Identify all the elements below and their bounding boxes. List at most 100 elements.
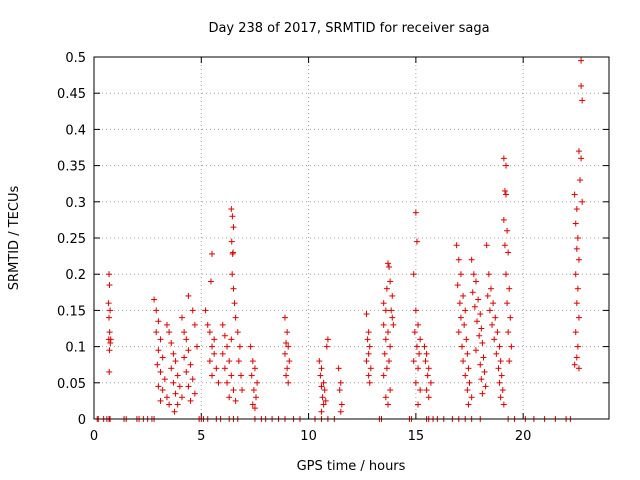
data-point	[228, 336, 235, 343]
data-point	[215, 379, 222, 386]
data-point	[254, 379, 261, 386]
data-point	[187, 397, 194, 404]
data-point	[213, 365, 220, 372]
data-point	[465, 365, 472, 372]
data-point	[365, 350, 372, 357]
data-point	[506, 358, 513, 365]
data-point	[172, 358, 179, 365]
data-point	[573, 354, 580, 361]
data-point	[423, 350, 430, 357]
data-point	[389, 314, 396, 321]
data-point	[579, 97, 586, 104]
data-point	[501, 187, 508, 194]
data-point	[319, 394, 326, 401]
data-point	[424, 372, 431, 379]
data-point	[153, 307, 160, 314]
data-point	[508, 343, 515, 350]
data-point	[285, 343, 292, 350]
data-point	[191, 390, 198, 397]
data-point	[155, 318, 162, 325]
x-tick-label: 0	[90, 429, 98, 444]
x-tick-label: 15	[408, 429, 425, 444]
data-point	[183, 336, 190, 343]
chart-title: Day 238 of 2017, SRMTID for receiver sag…	[208, 21, 489, 36]
data-point	[211, 350, 218, 357]
data-point	[211, 336, 218, 343]
data-point	[232, 397, 239, 404]
data-point	[384, 401, 391, 408]
data-point	[459, 343, 466, 350]
data-point	[249, 401, 256, 408]
data-point	[412, 379, 419, 386]
data-point	[457, 271, 464, 278]
data-point	[248, 372, 255, 379]
data-point	[174, 401, 181, 408]
data-point	[572, 329, 579, 336]
data-point	[573, 245, 580, 252]
y-tick-label: 0.5	[65, 51, 86, 66]
data-point	[168, 365, 175, 372]
data-point	[382, 394, 389, 401]
data-point	[324, 336, 331, 343]
data-point	[228, 206, 235, 213]
data-point	[318, 383, 325, 390]
data-point	[503, 271, 509, 278]
data-point	[382, 336, 389, 343]
data-point	[412, 209, 419, 216]
data-point	[166, 401, 173, 408]
y-tick-label: 0.35	[57, 160, 86, 175]
data-point	[230, 387, 237, 394]
data-point	[281, 350, 288, 357]
data-point	[574, 235, 581, 241]
data-point	[107, 307, 114, 314]
data-point	[365, 372, 372, 379]
data-point	[284, 329, 291, 336]
data-point	[575, 365, 582, 372]
data-point	[470, 271, 477, 278]
data-point	[572, 220, 579, 227]
data-point	[317, 372, 324, 379]
data-point	[380, 300, 387, 307]
data-point	[336, 387, 343, 394]
data-point	[166, 329, 173, 336]
data-point	[579, 198, 586, 205]
data-point	[168, 339, 175, 346]
data-point	[578, 82, 585, 89]
data-point	[320, 401, 327, 408]
data-point	[189, 307, 196, 314]
data-point	[462, 372, 469, 379]
data-point	[504, 227, 511, 234]
data-point	[202, 307, 209, 314]
data-point	[492, 314, 499, 321]
data-point	[365, 329, 372, 336]
data-point	[382, 307, 389, 314]
data-point	[389, 292, 396, 299]
data-point	[228, 372, 235, 379]
data-point	[484, 292, 491, 299]
data-point	[106, 368, 113, 375]
data-point	[383, 285, 390, 292]
y-tick-label: 0.15	[57, 304, 86, 319]
data-point	[206, 358, 213, 365]
data-point	[578, 155, 585, 162]
data-point	[575, 314, 582, 321]
data-point	[157, 336, 164, 343]
data-point	[318, 365, 325, 372]
data-point	[499, 387, 506, 394]
data-point	[469, 289, 476, 296]
data-point	[384, 260, 391, 267]
data-point	[390, 321, 397, 328]
data-point	[425, 394, 432, 401]
data-point	[410, 358, 417, 365]
data-point	[219, 350, 226, 357]
data-point	[170, 379, 177, 386]
data-point	[500, 216, 507, 223]
data-point	[163, 394, 170, 401]
data-point	[283, 372, 290, 379]
data-point	[228, 238, 235, 245]
data-point	[367, 365, 374, 372]
data-point	[178, 314, 185, 321]
data-point	[181, 354, 188, 361]
data-point	[159, 354, 166, 361]
data-point	[460, 292, 467, 299]
